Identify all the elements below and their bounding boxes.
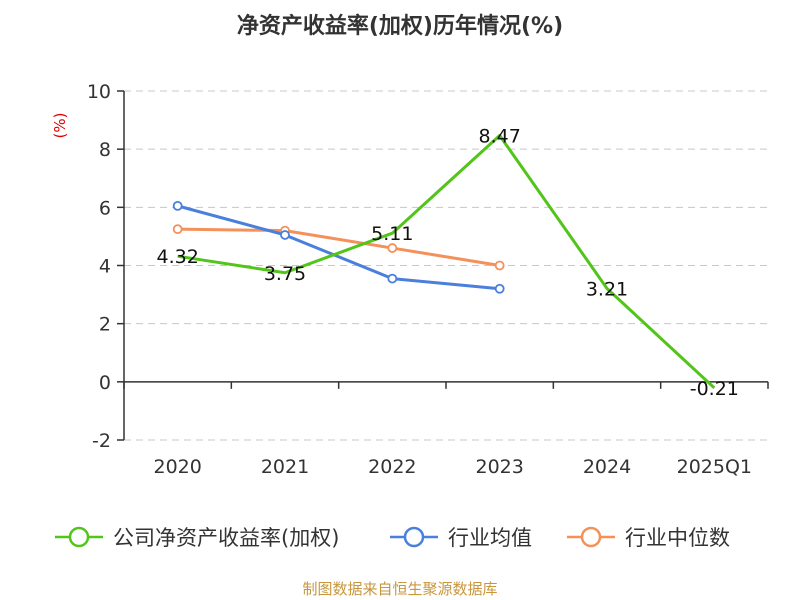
source-note: 制图数据来自恒生聚源数据库 <box>302 580 497 598</box>
y-tick-label: 10 <box>87 81 111 103</box>
data-labels: 4.32 3.75 5.11 8.47 3.21 -0.21 <box>157 125 739 399</box>
legend: 公司净资产收益率(加权) 行业均值 行业中位数 <box>55 526 730 550</box>
chart-title: 净资产收益率(加权)历年情况(%) <box>237 13 563 39</box>
data-point <box>172 200 183 211</box>
y-tick-label: 6 <box>99 197 111 219</box>
legend-label: 行业均值 <box>448 526 532 550</box>
x-tick-label: 2023 <box>475 456 523 478</box>
series-line <box>177 227 500 267</box>
y-tick-label: 0 <box>99 372 111 394</box>
y-tick-label: -2 <box>92 430 111 452</box>
data-label: 3.21 <box>586 278 628 300</box>
data-point <box>387 243 398 253</box>
legend-swatch-marker <box>403 526 425 548</box>
data-label: 8.47 <box>479 125 521 147</box>
data-label: -0.21 <box>690 378 739 400</box>
legend-label: 行业中位数 <box>625 526 730 550</box>
data-label: 3.75 <box>264 263 306 285</box>
data-point <box>387 273 398 284</box>
y-tick-label: 4 <box>99 256 111 278</box>
data-label: 4.32 <box>157 246 199 268</box>
legend-label: 公司净资产收益率(加权) <box>113 526 339 550</box>
data-point <box>172 224 183 235</box>
axes: -2 0 2 4 6 8 10 2020 2021 2022 2023 2024 2025Q1 <box>87 81 769 478</box>
x-tick-label: 2024 <box>583 456 631 478</box>
y-axis-label: (%) <box>51 113 69 139</box>
data-point <box>494 260 505 271</box>
data-point <box>280 230 290 240</box>
y-tick-label: 8 <box>99 139 111 161</box>
y-tick-label: 2 <box>99 314 111 336</box>
x-tick-label: 2025Q1 <box>677 456 752 478</box>
series-line <box>177 204 500 291</box>
legend-swatch-marker <box>580 526 602 548</box>
x-tick-label: 2021 <box>261 456 309 478</box>
data-point <box>494 283 505 294</box>
series-line <box>177 133 716 390</box>
x-tick-label: 2022 <box>368 456 416 478</box>
legend-swatch-marker <box>68 526 90 548</box>
x-tick-label: 2020 <box>153 456 201 478</box>
data-label: 5.11 <box>371 223 413 245</box>
series-group <box>172 133 716 390</box>
